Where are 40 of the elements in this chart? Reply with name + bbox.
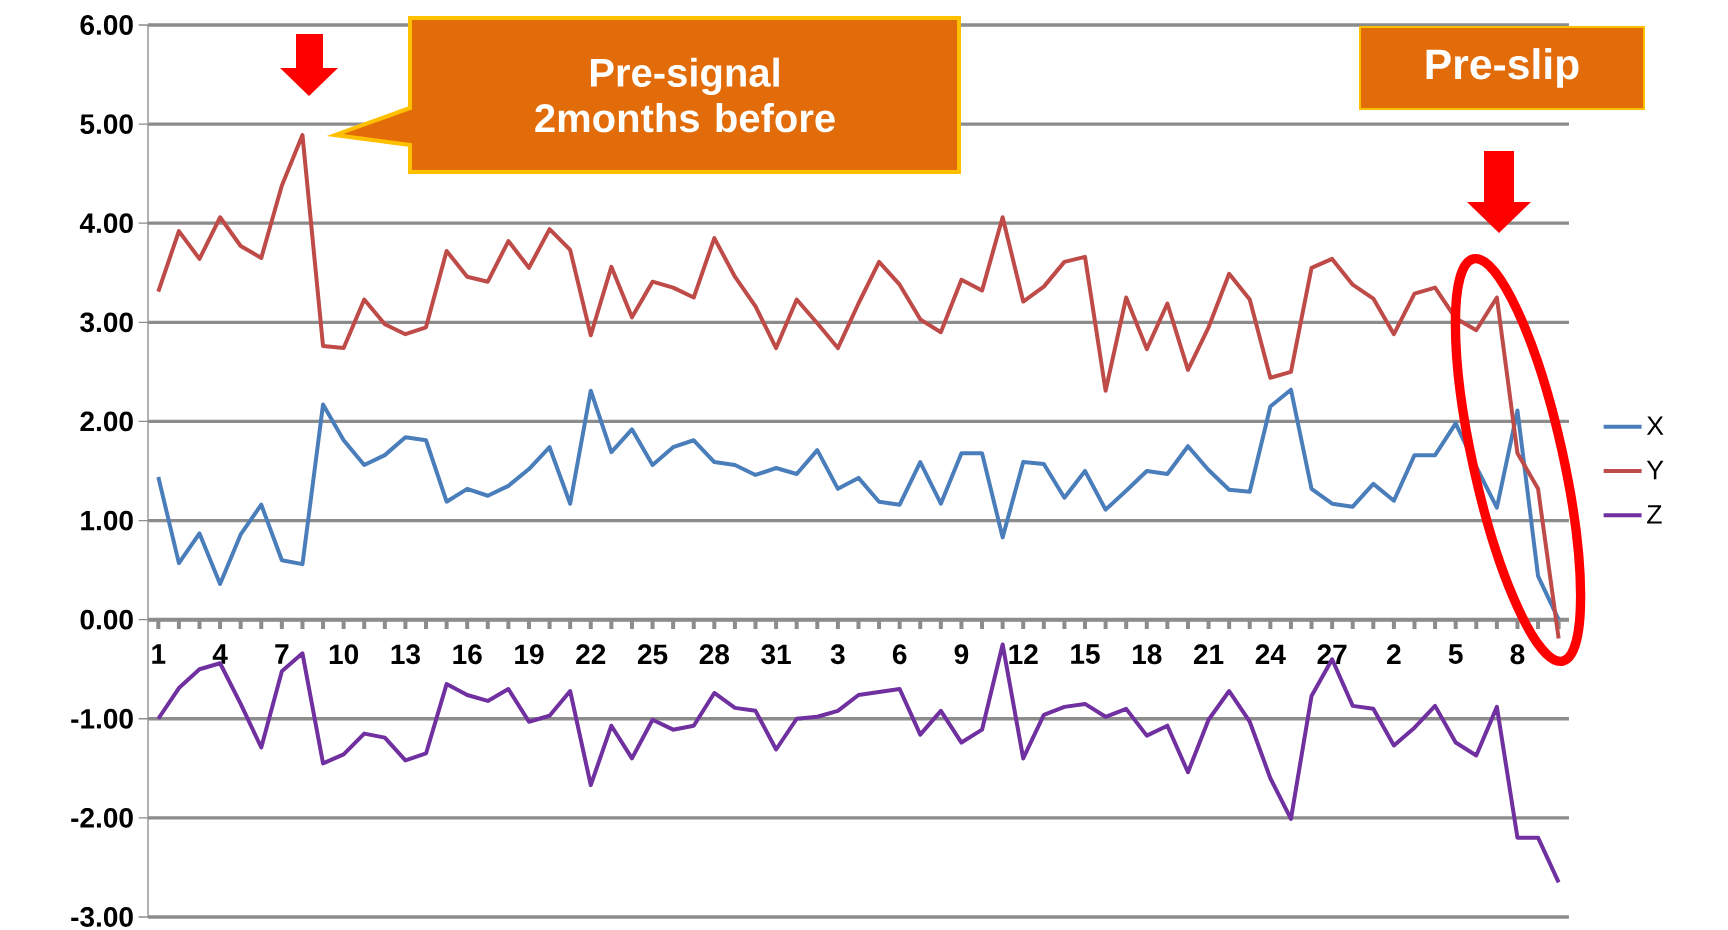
annotation: Pre-signal 2months before	[535, 57, 835, 133]
legend-label: Z	[1647, 505, 1662, 524]
x-tick-label: 8	[1510, 644, 1525, 665]
legend-label: Y	[1646, 460, 1664, 480]
x-tick-label: 12	[1009, 644, 1038, 664]
y-tick-label: -1.00	[71, 708, 133, 729]
x-tick-label: 10	[329, 644, 359, 665]
y-tick-label: 6.00	[80, 15, 133, 35]
annotation: Pre-slip	[1426, 48, 1579, 88]
line-series	[156, 387, 1561, 622]
x-tick-label: 4	[212, 644, 228, 664]
x-tick-label: 19	[515, 644, 544, 665]
line-series	[156, 133, 1561, 641]
x-tick-label: 16	[453, 644, 482, 665]
x-tick-label: 6	[892, 644, 907, 665]
y-tick-label: 5.00	[80, 114, 133, 135]
y-tick-label: -3.00	[71, 907, 133, 927]
y-tick-label: -2.00	[71, 807, 133, 828]
x-tick-label: 31	[761, 644, 791, 665]
x-tick-label: 24	[1255, 644, 1286, 664]
x-tick-label: 7	[275, 644, 289, 664]
y-tick-label: 0.00	[80, 609, 133, 630]
y-tick-label: 1.00	[81, 510, 133, 531]
y-tick-label: 4.00	[79, 213, 133, 234]
x-tick-label: 2	[1387, 644, 1401, 664]
x-tick-label: 25	[637, 644, 668, 665]
x-tick-label: 1	[152, 644, 166, 664]
x-tick-label: 27	[1317, 644, 1347, 664]
x-tick-label: 9	[954, 644, 969, 665]
y-tick-label: 3.00	[80, 312, 133, 333]
legend-label: X	[1646, 416, 1664, 435]
x-tick-label: 21	[1193, 644, 1224, 664]
x-tick-label: 28	[699, 644, 730, 665]
y-tick-label: 2.00	[80, 411, 133, 432]
x-tick-label: 15	[1071, 644, 1100, 664]
x-tick-label: 22	[576, 644, 606, 664]
x-tick-label: 5	[1448, 644, 1463, 664]
x-tick-label: 18	[1132, 644, 1162, 665]
x-tick-label: 13	[391, 644, 420, 665]
x-tick-label: 3	[830, 644, 845, 665]
